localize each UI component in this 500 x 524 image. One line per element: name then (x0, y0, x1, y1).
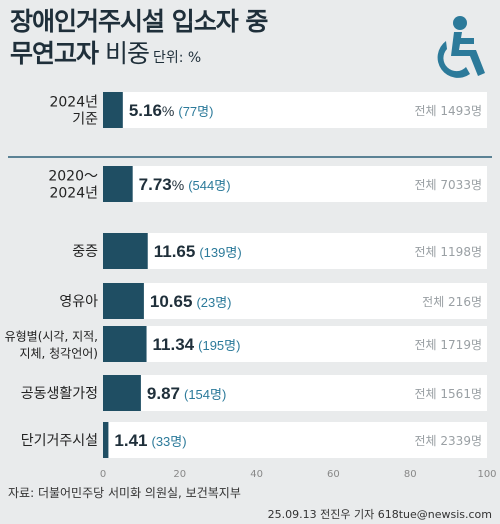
title-line-1: 장애인거주시설 입소자 중 (10, 7, 268, 36)
x-tick-label: 20 (173, 469, 186, 480)
category-label: 영유아 (59, 294, 98, 310)
category-label: 2024년 (49, 95, 98, 111)
value-label: 5.16% (77명) (129, 101, 214, 120)
total-label: 전체 1198명 (415, 245, 482, 259)
value-label: 11.34 (195명) (153, 335, 241, 354)
category-label: 2024년 (49, 186, 98, 202)
category-label: 단기거주시설 (21, 433, 98, 449)
x-tick-label: 60 (327, 469, 340, 480)
bar (103, 92, 123, 128)
value-label: 7.73% (544명) (139, 175, 231, 194)
bar-track (103, 326, 487, 362)
chart-title: 장애인거주시설 입소자 중 무연고자 비중 단위: % (10, 6, 268, 74)
source-note: 자료: 더불어민주당 서미화 의원실, 보건복지부 (8, 486, 241, 500)
x-tick-label: 0 (100, 469, 106, 480)
total-label: 전체 1719명 (415, 338, 482, 352)
x-tick-label: 80 (404, 469, 417, 480)
bar (103, 422, 109, 458)
total-label: 전체 1493명 (415, 104, 482, 118)
credit-note: 25.09.13 전진우 기자 618tue@newsis.com (267, 508, 492, 521)
bar (103, 326, 147, 362)
title-line-2-light: 비중 (98, 39, 150, 68)
title-line-2: 무연고자 비중 단위: % (10, 38, 267, 74)
x-tick-label: 40 (250, 469, 263, 480)
category-label: 지체, 청각언어) (19, 347, 98, 361)
bar-track (103, 92, 487, 128)
category-label: 2020～ (48, 169, 98, 185)
total-label: 전체 7033명 (415, 178, 482, 192)
category-label: 중증 (72, 244, 98, 260)
value-label: 11.65 (139명) (154, 242, 242, 261)
bar (103, 375, 141, 411)
bar-track (103, 422, 487, 458)
category-label: 기준 (72, 112, 98, 128)
title-line-2-bold: 무연고자 (10, 39, 99, 68)
bar (103, 233, 148, 269)
value-label: 10.65 (23명) (150, 292, 232, 311)
bar (103, 283, 144, 319)
value-label: 1.41 (33명) (114, 431, 186, 450)
bar-track (103, 166, 487, 202)
total-label: 전체 1561명 (415, 387, 482, 401)
total-label: 전체 2339명 (415, 434, 482, 448)
bar-track (103, 283, 487, 319)
unit-label: 단위: % (152, 50, 202, 66)
category-label: 공동생활가정 (21, 386, 98, 402)
bar-track (103, 375, 487, 411)
value-label: 9.87 (154명) (147, 384, 226, 403)
bar (103, 166, 133, 202)
category-label: 유형별(시각, 지적, (5, 330, 98, 344)
wheelchair-icon (437, 16, 485, 78)
total-label: 전체 216명 (422, 295, 482, 309)
bar-track (103, 233, 487, 269)
x-tick-label: 100 (477, 469, 496, 480)
